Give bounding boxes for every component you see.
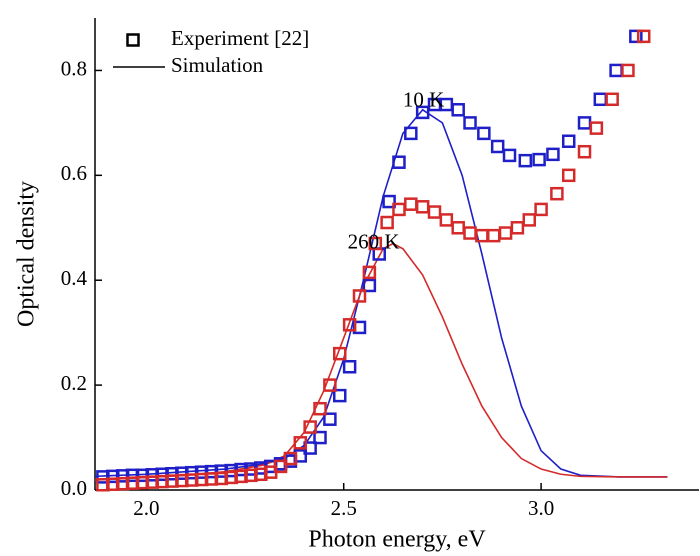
legend-label: Simulation [171,53,264,77]
annotation: 260 K [348,229,400,253]
experiment-point [392,155,406,169]
experiment-point [273,459,288,474]
experiment-point [498,226,513,240]
experiment-point [380,215,394,230]
experiment-point [382,194,396,209]
y-axis-label: Optical density [14,181,40,327]
experiment-point [577,144,592,159]
experiment-point [477,126,491,141]
experiment-point [313,430,327,445]
y-tick-label: 0.4 [61,266,88,290]
experiment-point [490,139,505,154]
experiment-point [605,92,619,107]
annotation: 10 K [403,88,444,112]
experiment-point [636,29,651,44]
y-tick-label: 0.8 [61,56,87,80]
experiment-point [333,346,347,361]
y-tick-label: 0.2 [61,371,87,395]
experiment-point [362,265,377,280]
experiment-point [546,147,560,162]
legend-label: Experiment [22] [171,26,309,50]
experiment-point [522,213,536,227]
experiment-point [629,29,643,44]
experiment-point [427,205,442,219]
experiment-point [510,221,525,235]
experiment-point [404,126,418,141]
experiment-point [589,121,604,135]
experiment-point [404,197,418,211]
experiment-point [534,202,548,217]
legend-marker [126,33,140,47]
experiment-point [439,213,454,227]
experiment-point [561,168,576,183]
simulation-line [94,242,668,481]
x-axis-label: Photon energy, eV [308,527,486,553]
simulation-line [94,108,668,478]
x-tick-label: 3.0 [528,496,554,520]
y-tick-label: 0.0 [61,476,87,500]
experiment-point [518,153,533,168]
experiment-point [550,186,564,201]
experiment-point [303,420,317,434]
experiment-point [342,318,357,332]
x-tick-label: 2.5 [331,496,357,520]
experiment-point [561,134,576,148]
experiment-point [463,116,477,130]
experiment-point [362,278,377,293]
experiment-point [415,200,430,214]
experiment-point [283,451,298,466]
experiment-point [532,152,546,167]
experiment-point [333,388,347,403]
y-tick-label: 0.6 [61,161,87,185]
experiment-point [352,289,367,303]
experiment-point [609,63,623,78]
experiment-point [313,401,327,416]
experiment-point [415,105,430,120]
experiment-point [293,436,308,450]
experiment-point [323,412,337,426]
experiment-point [621,63,635,78]
experiment-point [323,378,337,392]
experiment-point [502,148,517,163]
experiment-point [342,360,357,374]
experiment-point [368,236,383,251]
experiment-point [486,228,501,243]
x-tick-label: 2.0 [133,496,159,520]
experiment-point [577,116,592,130]
experiment-point [451,221,465,235]
experiment-point [451,103,465,117]
experiment-point [593,92,608,107]
experiment-point [463,226,477,240]
